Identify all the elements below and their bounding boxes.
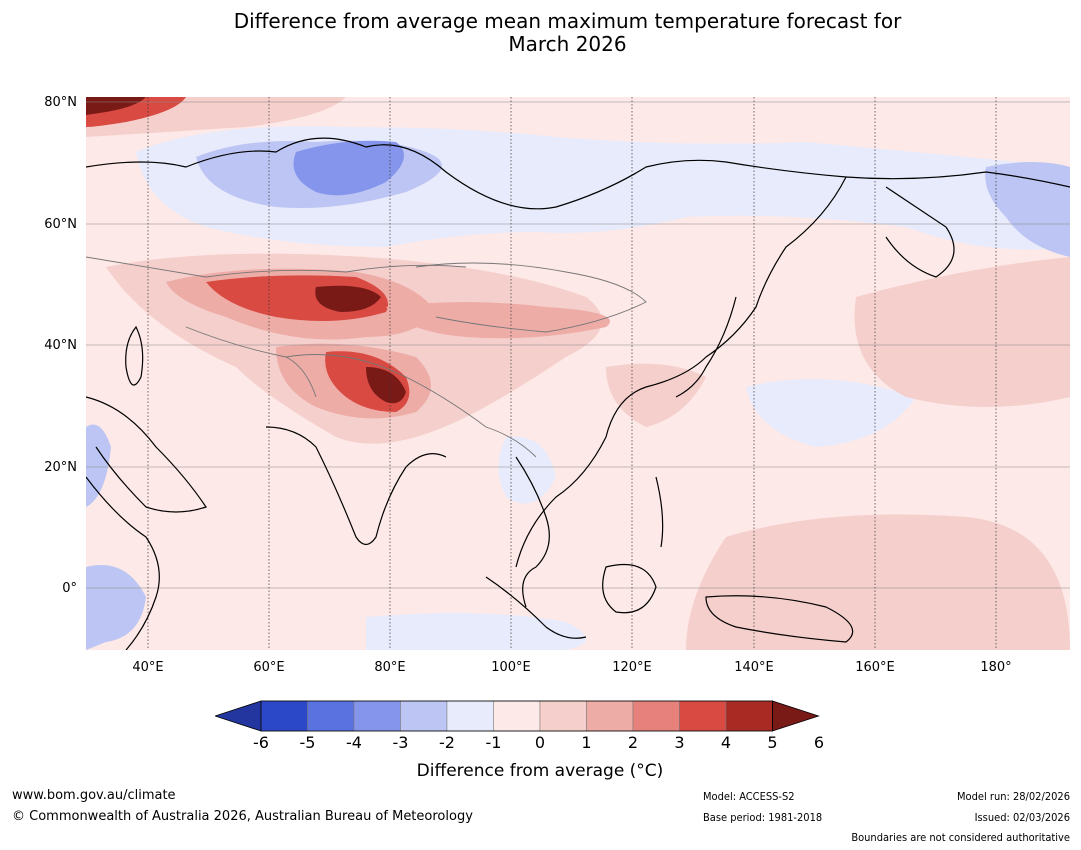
colorbar-tick-label: -4 xyxy=(346,733,362,752)
title-line-2: March 2026 xyxy=(508,32,627,56)
boundary-central-asia xyxy=(185,326,317,398)
lon-label-180: 180° xyxy=(980,660,1012,675)
issued-text: Issued: 02/03/2026 xyxy=(974,811,1070,824)
lon-label-160e: 160°E xyxy=(855,660,895,675)
colorbar-tick-label: 0 xyxy=(534,733,546,752)
boundary-china xyxy=(285,354,537,458)
colorbar-segment xyxy=(679,700,727,732)
cool-region-far-east xyxy=(985,162,1070,257)
title-line-1: Difference from average mean maximum tem… xyxy=(233,9,902,33)
cool-region-pacific xyxy=(746,379,916,447)
colorbar-tick-label: -1 xyxy=(485,733,502,752)
lon-label-120e: 120°E xyxy=(612,660,652,675)
colorbar-tick-label: 3 xyxy=(674,733,685,752)
graticule-lines xyxy=(86,101,1070,589)
cool-region-indian-ocean xyxy=(366,613,586,650)
lat-label-0: 0° xyxy=(62,581,77,596)
warm-anomaly-regions xyxy=(86,97,1070,650)
lon-label-80e: 80°E xyxy=(374,660,406,675)
colorbar-extend-low xyxy=(215,700,262,732)
colorbar-tick-label: 2 xyxy=(627,733,639,752)
chart-title: Difference from average mean maximum tem… xyxy=(0,10,1081,56)
colorbar xyxy=(215,700,820,732)
lat-label-60n: 60°N xyxy=(44,217,77,232)
lon-label-40e: 40°E xyxy=(132,660,164,675)
lat-label-80n: 80°N xyxy=(44,95,77,110)
meridian-lines xyxy=(147,97,997,650)
coast-arabia xyxy=(86,396,207,513)
base-period-text: Base period: 1981-2018 xyxy=(703,811,823,824)
warm-region-arctic-max xyxy=(86,97,146,115)
coast-kamchatka xyxy=(885,186,955,278)
lon-label-100e: 100°E xyxy=(491,660,531,675)
colorbar-tick-label: 1 xyxy=(581,733,592,752)
colorbar-label: Difference from average (°C) xyxy=(416,761,664,781)
warm-region-east-china xyxy=(606,363,706,427)
colorbar-segment xyxy=(586,700,634,732)
lon-label-60e: 60°E xyxy=(253,660,285,675)
colorbar-segment xyxy=(400,700,448,732)
colorbar-segment xyxy=(725,700,773,732)
coast-philippines xyxy=(655,476,664,548)
forecast-map xyxy=(86,97,1070,650)
country-boundaries xyxy=(86,256,647,458)
lon-label-140e: 140°E xyxy=(734,660,774,675)
coast-japan xyxy=(675,296,737,398)
lat-label-40n: 40°N xyxy=(44,338,77,353)
colorbar-segment xyxy=(307,700,355,732)
colorbar-segment xyxy=(493,700,541,732)
model-text: Model: ACCESS-S2 xyxy=(703,790,795,803)
colorbar-segment xyxy=(260,700,308,732)
coast-borneo xyxy=(602,563,657,614)
cool-region-east-africa xyxy=(86,565,146,650)
coast-africa xyxy=(86,476,160,650)
colorbar-tick-label: -3 xyxy=(392,733,409,752)
colorbar-segment xyxy=(353,700,401,732)
copyright-text: © Commonwealth of Australia 2026, Austra… xyxy=(12,809,473,824)
cool-region-central-siberia xyxy=(293,140,404,196)
colorbar-segment xyxy=(539,700,587,732)
coast-sumatra xyxy=(485,576,587,639)
cool-region-arabia xyxy=(86,424,111,507)
coast-india xyxy=(265,426,447,546)
colorbar-tick-label: 4 xyxy=(720,733,732,752)
map-canvas xyxy=(86,97,1070,650)
colorbar-tick-label: 5 xyxy=(767,733,778,752)
warm-region-kazakhstan-max xyxy=(315,285,381,312)
boundary-kazakhstan-russia xyxy=(86,256,467,278)
warm-region-north-pacific xyxy=(854,257,1070,407)
cool-region-indochina xyxy=(498,436,556,504)
coast-arctic xyxy=(86,137,1070,210)
colorbar-outline xyxy=(260,700,773,732)
colorbar-segment xyxy=(446,700,494,732)
disclaimer-text: Boundaries are not considered authoritat… xyxy=(851,831,1070,844)
coastlines xyxy=(86,137,1070,650)
coast-caspian xyxy=(125,325,144,386)
colorbar-extend-high xyxy=(772,700,820,732)
colorbar-tick-label: -5 xyxy=(299,733,316,752)
colorbar-tick-label: 6 xyxy=(813,733,825,752)
warm-region-tropical-pacific xyxy=(686,514,1070,650)
coast-pacific-russia xyxy=(515,176,847,568)
cool-anomaly-regions xyxy=(86,126,1070,650)
warm-region-mongolia xyxy=(386,302,610,339)
warm-region-tibet-max xyxy=(366,367,406,404)
colorbar-tick-label: -2 xyxy=(439,733,455,752)
coast-new-guinea xyxy=(705,595,854,643)
colorbar-segment xyxy=(632,700,680,732)
model-run-text: Model run: 28/02/2026 xyxy=(957,790,1070,803)
colorbar-tick-label: -6 xyxy=(253,733,269,752)
boundary-mongolia xyxy=(415,262,647,333)
website-text: www.bom.gov.au/climate xyxy=(12,788,176,803)
coast-indochina xyxy=(515,456,550,608)
lat-label-20n: 20°N xyxy=(44,460,77,475)
